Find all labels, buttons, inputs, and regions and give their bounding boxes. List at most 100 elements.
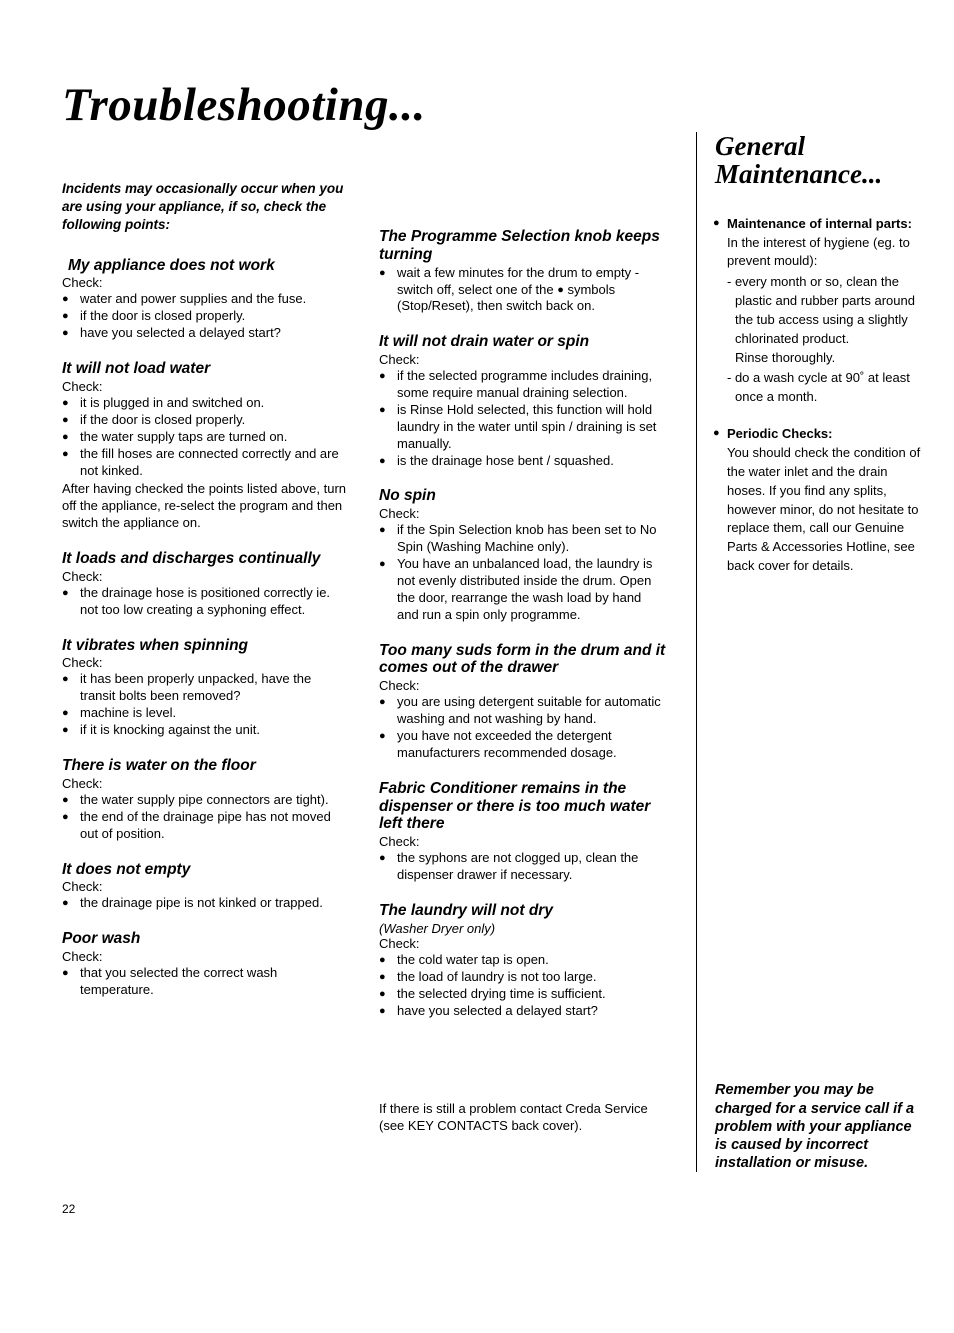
check-label: Check:	[379, 506, 666, 521]
bullet: you are using detergent suitable for aut…	[379, 694, 666, 728]
bullet-list: the water supply pipe connectors are tig…	[62, 792, 349, 843]
bullet: if the door is closed properly.	[62, 308, 349, 325]
bullet: that you selected the correct wash tempe…	[62, 965, 349, 999]
section-fabric-conditioner: Fabric Conditioner remains in the dispen…	[379, 780, 666, 884]
intro-text: Incidents may occasionally occur when yo…	[62, 180, 349, 235]
section-title: The laundry will not dry	[379, 902, 666, 920]
check-label: Check:	[62, 655, 349, 670]
bullet-list: the cold water tap is open. the load of …	[379, 952, 666, 1020]
section-title: The Programme Selection knob keeps turni…	[379, 228, 666, 264]
section-vibrates: It vibrates when spinning Check: it has …	[62, 637, 349, 739]
section-laundry-not-dry: The laundry will not dry (Washer Dryer o…	[379, 902, 666, 1019]
inline-bullet-icon: ●	[557, 284, 564, 296]
remember-note: Remember you may be charged for a servic…	[715, 1071, 925, 1172]
maint-periodic-checks: Periodic Checks: You should check the co…	[715, 425, 925, 576]
section-too-many-suds: Too many suds form in the drum and it co…	[379, 642, 666, 762]
bullet: the load of laundry is not too large.	[379, 969, 666, 986]
check-label: Check:	[379, 936, 666, 951]
section-title: It does not empty	[62, 861, 349, 879]
section-title: It vibrates when spinning	[62, 637, 349, 655]
bullet-list: it has been properly unpacked, have the …	[62, 671, 349, 739]
maint-heading: Periodic Checks:	[727, 426, 833, 441]
bullet: the water supply taps are turned on.	[62, 429, 349, 446]
bullet: have you selected a delayed start?	[62, 325, 349, 342]
check-label: Check:	[62, 879, 349, 894]
bullet-list: the drainage hose is positioned correctl…	[62, 585, 349, 619]
section-title: It will not load water	[62, 360, 349, 378]
bullet: have you selected a delayed start?	[379, 1003, 666, 1020]
section-title: No spin	[379, 487, 666, 505]
bullet-list: the syphons are not clogged up, clean th…	[379, 850, 666, 884]
section-title: My appliance does not work	[68, 257, 349, 275]
columns: Incidents may occasionally occur when yo…	[62, 180, 896, 1172]
page: Troubleshooting... Incidents may occasio…	[0, 0, 954, 1256]
bullet-list: that you selected the correct wash tempe…	[62, 965, 349, 999]
check-label: Check:	[62, 275, 349, 290]
bullet-list: it is plugged in and switched on. if the…	[62, 395, 349, 479]
section-title: Too many suds form in the drum and it co…	[379, 642, 666, 678]
bullet: it is plugged in and switched on.	[62, 395, 349, 412]
bullet: the water supply pipe connectors are tig…	[62, 792, 349, 809]
page-number: 22	[62, 1202, 896, 1216]
right-title: General Maintenance...	[715, 132, 925, 189]
page-title: Troubleshooting...	[62, 78, 896, 132]
bullet: the selected drying time is sufficient.	[379, 986, 666, 1003]
bullet: it has been properly unpacked, have the …	[62, 671, 349, 705]
bullet-list: the drainage pipe is not kinked or trapp…	[62, 895, 349, 912]
bullet: if the door is closed properly.	[62, 412, 349, 429]
section-not-empty: It does not empty Check: the drainage pi…	[62, 861, 349, 913]
col-mid: The Programme Selection knob keeps turni…	[379, 180, 666, 1135]
check-label: Check:	[62, 776, 349, 791]
bullet: you have not exceeded the detergent manu…	[379, 728, 666, 762]
maint-body: In the interest of hygiene (eg. to preve…	[727, 235, 910, 269]
bullet-list: you are using detergent suitable for aut…	[379, 694, 666, 762]
check-label: Check:	[379, 352, 666, 367]
bullet: the drainage hose is positioned correctl…	[62, 585, 349, 619]
bullet-list: wait a few minutes for the drum to empty…	[379, 265, 666, 316]
section-poor-wash: Poor wash Check: that you selected the c…	[62, 930, 349, 999]
maint-heading: Maintenance of internal parts:	[727, 216, 912, 231]
bullet: if the selected programme includes drain…	[379, 368, 666, 402]
section-title: Poor wash	[62, 930, 349, 948]
after-note: After having checked the points listed a…	[62, 481, 349, 532]
section-title: Fabric Conditioner remains in the dispen…	[379, 780, 666, 833]
check-label: Check:	[62, 379, 349, 394]
col-left: Incidents may occasionally occur when yo…	[62, 180, 349, 1017]
bullet-list: if the Spin Selection knob has been set …	[379, 522, 666, 623]
bullet: is the drainage hose bent / squashed.	[379, 453, 666, 470]
check-label: Check:	[379, 834, 666, 849]
bullet: You have an unbalanced load, the laundry…	[379, 556, 666, 624]
bottom-note: If there is still a problem contact Cred…	[379, 1101, 666, 1135]
bullet: water and power supplies and the fuse.	[62, 291, 349, 308]
bullet: if it is knocking against the unit.	[62, 722, 349, 739]
section-title: There is water on the floor	[62, 757, 349, 775]
check-label: Check:	[379, 678, 666, 693]
maint-dash-cont: Rinse thoroughly.	[727, 349, 925, 368]
maint-dash: - every month or so, clean the plastic a…	[727, 273, 925, 348]
section-loads-discharges: It loads and discharges continually Chec…	[62, 550, 349, 619]
section-appliance-not-work: My appliance does not work Check: water …	[62, 257, 349, 342]
section-title: It loads and discharges continually	[62, 550, 349, 568]
maint-body: You should check the condition of the wa…	[727, 445, 920, 573]
bullet-list: if the selected programme includes drain…	[379, 368, 666, 469]
section-no-drain: It will not drain water or spin Check: i…	[379, 333, 666, 469]
bullet: the drainage pipe is not kinked or trapp…	[62, 895, 349, 912]
maint-dash: - do a wash cycle at 90˚ at least once a…	[727, 369, 925, 407]
bullet: machine is level.	[62, 705, 349, 722]
bullet: the syphons are not clogged up, clean th…	[379, 850, 666, 884]
section-no-load-water: It will not load water Check: it is plug…	[62, 360, 349, 532]
bullet: the end of the drainage pipe has not mov…	[62, 809, 349, 843]
section-knob-turning: The Programme Selection knob keeps turni…	[379, 228, 666, 315]
bullet-list: water and power supplies and the fuse. i…	[62, 291, 349, 342]
bullet: is Rinse Hold selected, this function wi…	[379, 402, 666, 453]
bullet: the fill hoses are connected correctly a…	[62, 446, 349, 480]
section-no-spin: No spin Check: if the Spin Selection kno…	[379, 487, 666, 623]
section-note: (Washer Dryer only)	[379, 921, 666, 936]
bullet: if the Spin Selection knob has been set …	[379, 522, 666, 556]
section-water-floor: There is water on the floor Check: the w…	[62, 757, 349, 842]
section-title: It will not drain water or spin	[379, 333, 666, 351]
maint-internal-parts: Maintenance of internal parts: In the in…	[715, 215, 925, 407]
col-right: General Maintenance... Maintenance of in…	[696, 132, 925, 1172]
check-label: Check:	[62, 569, 349, 584]
check-label: Check:	[62, 949, 349, 964]
